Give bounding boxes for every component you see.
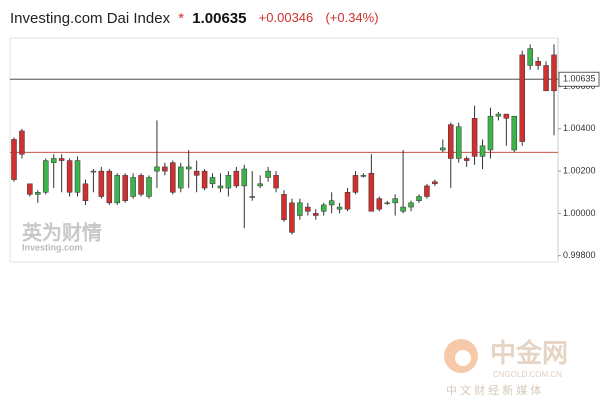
candle-body	[455, 126, 462, 159]
candle-body	[257, 183, 263, 187]
candle-body	[503, 113, 510, 119]
logo	[455, 350, 471, 366]
y-tick-label: 0.99800	[563, 250, 596, 260]
y-tick-label: 1.00000	[563, 208, 596, 218]
candle-body	[82, 183, 89, 201]
candle-body	[376, 198, 383, 210]
candle-body	[58, 158, 65, 161]
candle-body	[551, 54, 557, 92]
candle-body	[265, 170, 271, 178]
candle-body	[130, 177, 136, 197]
candle-body	[273, 175, 279, 189]
candle-body	[535, 60, 541, 66]
chart-title: Investing.com Dai Index	[10, 10, 171, 27]
candle-body	[35, 192, 41, 195]
candle-body	[392, 198, 398, 204]
candle-body	[178, 166, 184, 189]
candle-body	[320, 204, 327, 212]
candle-body	[471, 118, 478, 157]
candle-body	[448, 124, 454, 159]
candle-body	[138, 175, 144, 195]
title-marker: *	[178, 10, 184, 27]
candle-body	[519, 54, 525, 142]
candle-body	[249, 196, 255, 198]
candle-body	[328, 200, 335, 206]
candle-body	[495, 113, 502, 117]
candle-body	[384, 202, 390, 205]
candle-body	[90, 170, 97, 173]
candle-body	[305, 206, 311, 212]
candle-body	[19, 130, 25, 155]
candle-body	[114, 175, 120, 204]
watermark: 中 文 财 经 新 媒 体	[446, 383, 541, 397]
candle-body	[416, 196, 422, 201]
candle-body	[154, 166, 160, 172]
candle-body	[424, 185, 430, 197]
watermark: CNGOLD.COM.CN	[493, 370, 562, 379]
candle-body	[233, 170, 240, 187]
candle-body	[27, 183, 33, 195]
candle-body	[106, 170, 113, 204]
candle-body	[185, 166, 192, 170]
price: 1.00635	[192, 10, 246, 27]
candle-body	[352, 175, 359, 193]
candle-body	[170, 162, 176, 193]
price-label: 1.00635	[563, 74, 596, 84]
candle-body	[440, 147, 446, 151]
candle-body	[193, 170, 200, 176]
candle-body	[400, 206, 406, 212]
candle-body	[479, 145, 486, 157]
candle-body	[281, 194, 287, 220]
candle-body	[463, 158, 470, 161]
candle-body	[360, 175, 367, 177]
candle-body	[122, 175, 128, 201]
candle-body	[146, 177, 152, 197]
candle-body	[408, 202, 414, 208]
y-tick-label: 1.00400	[563, 123, 596, 133]
candle-body	[43, 160, 49, 193]
y-tick-label: 1.00200	[563, 166, 596, 176]
candle-body	[98, 170, 105, 197]
candle-body	[11, 139, 17, 180]
candle-body	[487, 115, 494, 151]
candle-body	[368, 172, 375, 212]
change: +0.00346	[259, 10, 314, 25]
candle-body	[543, 65, 549, 92]
candle-body	[527, 48, 533, 66]
candle-body	[201, 170, 208, 189]
candle-body	[336, 206, 343, 210]
candle-body	[217, 185, 224, 189]
candle-body	[209, 177, 216, 185]
candle-body	[313, 213, 319, 216]
change-pct: (+0.34%)	[325, 10, 378, 25]
watermark: Investing.com	[22, 242, 83, 252]
candle-body	[162, 166, 168, 172]
candle-body	[297, 202, 303, 216]
price-box	[558, 71, 600, 87]
header: Investing.com Dai Index * 1.00635 +0.003…	[10, 10, 379, 27]
candle-body	[50, 158, 57, 163]
candle-body	[66, 160, 73, 193]
candle-body	[241, 168, 248, 187]
watermark: 中金网	[490, 338, 568, 368]
candle-body	[225, 175, 232, 189]
candle-body	[289, 202, 295, 233]
candle-body	[344, 192, 351, 210]
candle-body	[74, 160, 81, 193]
candle-body	[432, 181, 438, 185]
watermark: 英为财情	[22, 220, 102, 244]
candle-body	[511, 115, 518, 151]
